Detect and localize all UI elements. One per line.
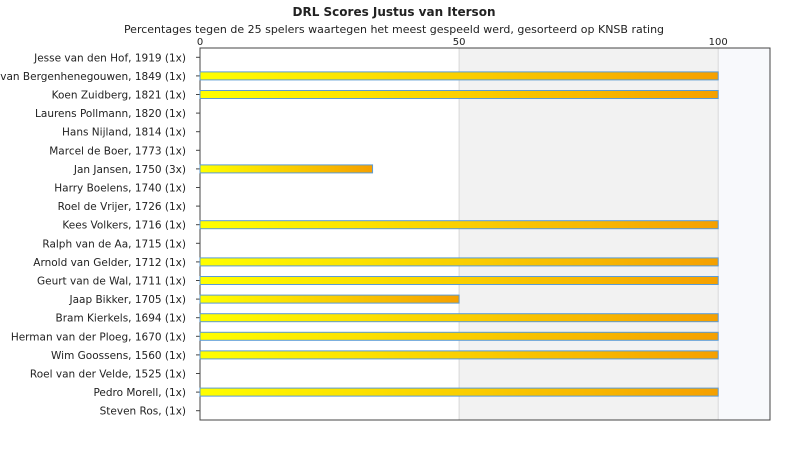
x-tick-label: 0 (197, 37, 203, 48)
category-label: Marcel de Boer, 1773 (1x) (49, 145, 186, 157)
bar (199, 294, 460, 304)
grid-band (459, 48, 719, 420)
bar (199, 164, 374, 174)
plot-area: 0 50 100 Jesse van den Hof, 1919 (1x) Ron va… (0, 37, 771, 421)
category-label: Steven Ros, (1x) (100, 406, 186, 418)
category-label: Jesse van den Hof, 1919 (1x) (33, 52, 186, 64)
bar (199, 90, 719, 99)
category-label: Kees Volkers, 1716 (1x) (62, 220, 186, 232)
chart-subtitle: Percentages tegen de 25 spelers waartege… (124, 23, 664, 36)
category-label: Ralph van de Aa, 1715 (1x) (42, 238, 186, 250)
bar (199, 220, 719, 230)
category-label: Jaap Bikker, 1705 (1x) (69, 294, 186, 306)
chart-title: DRL Scores Justus van Iterson (293, 5, 496, 19)
category-label: Roel de Vrijer, 1726 (1x) (58, 201, 186, 213)
category-label: Bram Kierkels, 1694 (1x) (56, 313, 186, 325)
category-label: Geurt van de Wal, 1711 (1x) (37, 276, 186, 288)
category-label: Harry Boelens, 1740 (1x) (54, 183, 186, 195)
bar (199, 331, 719, 341)
bar (199, 257, 719, 267)
category-label: Arnold van Gelder, 1712 (1x) (33, 257, 186, 269)
bar (199, 350, 719, 360)
category-label: Jan Jansen, 1750 (3x) (73, 164, 186, 176)
category-label: Wim Goossens, 1560 (1x) (51, 350, 186, 362)
plot-frame (199, 47, 771, 421)
bar (199, 276, 719, 285)
category-label: Pedro Morell, (1x) (93, 387, 186, 399)
category-label: Koen Zuidberg, 1821 (1x) (52, 90, 186, 102)
category-label: Roel van der Velde, 1525 (1x) (30, 369, 186, 381)
category-label: Ron van Bergenhenegouwen, 1849 (1x) (0, 71, 186, 83)
bar (199, 387, 719, 397)
x-tick-label: 100 (709, 37, 728, 48)
category-label: Hans Nijland, 1814 (1x) (62, 127, 186, 139)
grid-band (718, 48, 770, 420)
category-label: Laurens Pollmann, 1820 (1x) (35, 108, 186, 120)
category-label: Herman van der Ploeg, 1670 (1x) (11, 331, 186, 343)
bar (199, 71, 719, 81)
x-tick-label: 50 (453, 37, 466, 48)
bar (199, 313, 719, 323)
